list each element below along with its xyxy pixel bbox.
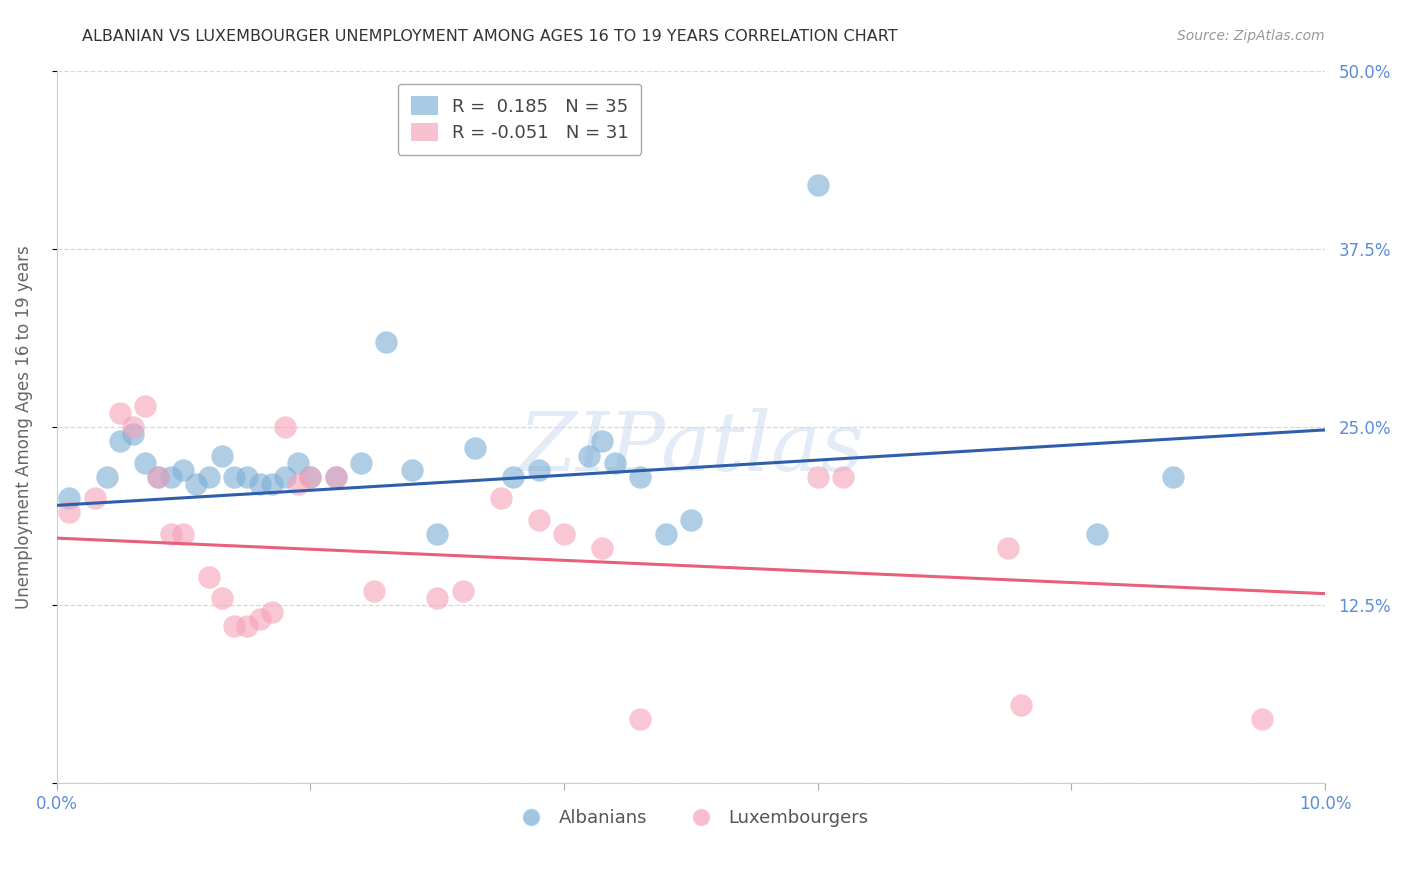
Point [997,541,1019,555]
Point [375,334,398,349]
Point [628,712,651,726]
Point [172,463,194,477]
Point [186,477,208,491]
Point [58,506,80,520]
Legend: Albanians, Luxembourgers: Albanians, Luxembourgers [506,802,876,835]
Point [628,470,651,484]
Point [108,434,131,449]
Point [464,442,486,456]
Point [807,178,830,192]
Point [426,591,449,605]
Point [146,470,169,484]
Point [211,449,233,463]
Point [274,470,297,484]
Point [451,583,474,598]
Point [96,470,118,484]
Point [807,470,830,484]
Point [224,619,246,633]
Point [527,513,550,527]
Point [159,470,181,484]
Point [121,420,143,434]
Point [198,470,221,484]
Point [249,612,271,626]
Point [832,470,855,484]
Text: Source: ZipAtlas.com: Source: ZipAtlas.com [1177,29,1324,44]
Point [502,470,524,484]
Point [249,477,271,491]
Point [121,427,143,442]
Point [224,470,246,484]
Point [159,526,181,541]
Point [134,456,156,470]
Point [299,470,322,484]
Point [1010,698,1032,712]
Point [287,456,309,470]
Point [363,583,385,598]
Y-axis label: Unemployment Among Ages 16 to 19 years: Unemployment Among Ages 16 to 19 years [15,245,32,609]
Point [679,513,702,527]
Point [262,477,284,491]
Point [591,434,613,449]
Point [211,591,233,605]
Point [146,470,169,484]
Point [578,449,600,463]
Point [654,526,676,541]
Point [426,526,449,541]
Point [262,605,284,619]
Point [274,420,297,434]
Point [1161,470,1184,484]
Point [236,470,259,484]
Point [287,477,309,491]
Point [198,569,221,583]
Text: ALBANIAN VS LUXEMBOURGER UNEMPLOYMENT AMONG AGES 16 TO 19 YEARS CORRELATION CHAR: ALBANIAN VS LUXEMBOURGER UNEMPLOYMENT AM… [82,29,897,45]
Point [134,399,156,413]
Point [108,406,131,420]
Point [1250,712,1272,726]
Point [527,463,550,477]
Point [1085,526,1108,541]
Point [603,456,626,470]
Point [83,491,105,506]
Point [58,491,80,506]
Text: ZIPatlas: ZIPatlas [519,409,863,489]
Point [325,470,347,484]
Point [325,470,347,484]
Point [591,541,613,555]
Point [172,526,194,541]
Point [299,470,322,484]
Point [350,456,373,470]
Point [553,526,575,541]
Point [401,463,423,477]
Point [236,619,259,633]
Point [489,491,512,506]
